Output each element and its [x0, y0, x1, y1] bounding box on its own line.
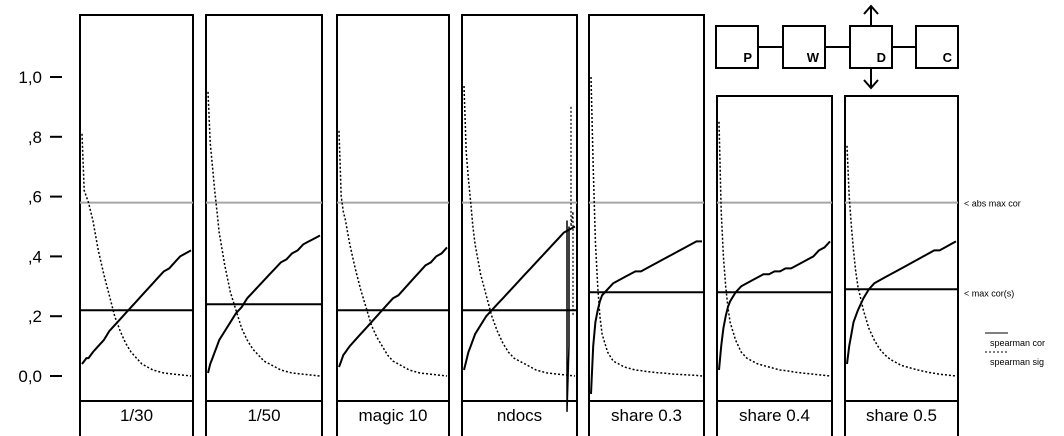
up-arrowhead-icon: [863, 4, 879, 15]
panel: ndocs: [461, 14, 578, 436]
panel: share 0.4: [716, 95, 833, 436]
pwdc-box-letter: W: [807, 50, 820, 65]
y-tick-label: 0,0: [18, 367, 42, 386]
panel-frame: [461, 14, 578, 436]
legend-solid-label: spearman cor: [990, 338, 1045, 348]
pwdc-box-frame: [715, 25, 759, 69]
spearman-cor-series: [846, 240, 957, 365]
panel-label: share 0.5: [866, 406, 937, 425]
panel-label: 1/50: [247, 406, 280, 425]
legend-dotted-label: spearman sig: [990, 357, 1044, 367]
pwdc-box: P: [715, 25, 759, 69]
spearman-cor-series: [81, 249, 192, 365]
panel-frame: [844, 95, 959, 436]
panel: share 0.5: [844, 95, 959, 436]
panel-label: 1/30: [120, 406, 153, 425]
y-tick-label: ,8: [28, 128, 42, 147]
spearman-cor-series: [718, 240, 831, 371]
y-tick-label: ,4: [28, 247, 42, 266]
spearman-cor-series: [338, 246, 448, 368]
pwdc-box: C: [915, 25, 959, 69]
spearman-cor-series: [207, 234, 321, 374]
panel: share 0.3: [588, 14, 705, 436]
spearman-cor-series: [463, 225, 576, 371]
panel-label: ndocs: [497, 406, 542, 425]
ndocs-sig-artifact: [570, 106, 574, 317]
pwdc-box-letter: C: [943, 50, 953, 65]
right-annotations: < abs max cor < max cor(s): [964, 199, 1021, 299]
panel-frame: [716, 95, 833, 436]
spearman-sig-series: [207, 91, 321, 377]
panel: 1/30: [79, 14, 194, 436]
spearman-sig-series: [463, 85, 576, 377]
spearman-sig-series: [590, 76, 703, 377]
y-tick-label: ,2: [28, 307, 42, 326]
pwdc-box-letter: D: [877, 50, 886, 65]
panel-frame: [205, 14, 323, 436]
panel-label: share 0.4: [739, 406, 810, 425]
max-cor-label: < max cor(s): [964, 288, 1014, 298]
spearman-cor-series: [590, 240, 702, 394]
spearman-sig-series: [338, 130, 448, 377]
panel-label: magic 10: [359, 406, 428, 425]
pwdc-box: W: [782, 25, 826, 69]
legend: spearman cor spearman sig: [985, 332, 1045, 367]
pwdc-box-letter: P: [743, 50, 752, 65]
panel: 1/50: [205, 14, 323, 436]
pwdc-box-frame: [782, 25, 826, 69]
panels: 1/30 1/50 magic 10 ndocs share 0.3 share 0.4 s…: [79, 14, 959, 436]
down-arrowhead-icon: [863, 79, 879, 90]
abs-max-cor-label: < abs max cor: [964, 199, 1021, 209]
spearman-sig-series: [718, 121, 831, 377]
panel: magic 10: [336, 14, 450, 436]
panel-frame: [588, 14, 705, 436]
panel-label: share 0.3: [611, 406, 682, 425]
spearman-sig-series: [81, 133, 192, 377]
spearman-sig-series: [846, 145, 957, 377]
pwdc-box: D: [849, 25, 893, 69]
ndocs-cor-artifact: [566, 220, 570, 412]
y-tick-label: 1,0: [18, 68, 42, 87]
pwdc-box-frame: [915, 25, 959, 69]
y-tick-label: ,6: [28, 188, 42, 207]
y-axis: 0,0 ,2 ,4 ,6 ,8 1,0: [18, 68, 62, 386]
panel-frame: [336, 14, 450, 436]
panel-frame: [79, 14, 194, 436]
